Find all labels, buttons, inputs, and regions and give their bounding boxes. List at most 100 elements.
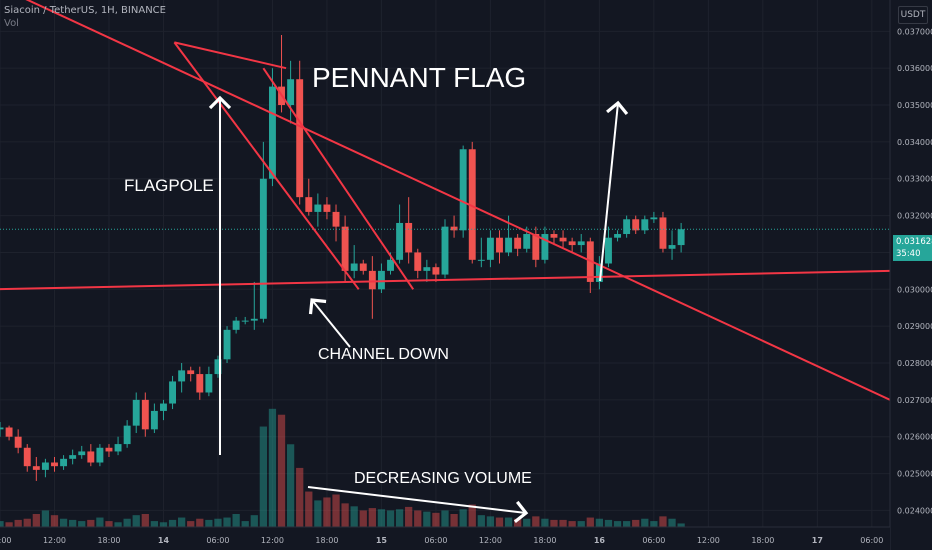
volume-bar (632, 519, 640, 527)
candle-body (114, 444, 122, 452)
symbol-title[interactable]: Siacoin / TetherUS, 1H, BINANCE (4, 5, 166, 16)
volume-bar (586, 517, 594, 527)
volume-bar (504, 517, 513, 527)
candle-body (78, 451, 86, 456)
candle-body (577, 241, 585, 246)
trendline-channel-left (173, 41, 360, 290)
candle-body (132, 399, 140, 426)
volume-label[interactable]: Vol (4, 18, 19, 29)
volume-bar (332, 494, 340, 527)
candle-body (396, 222, 404, 260)
trendline-flag-top (174, 41, 287, 70)
volume-bar (568, 521, 576, 527)
candle-body (414, 252, 422, 271)
pennant-flag-title: PENNANT FLAG (312, 62, 527, 93)
price-tick-label: 0.028000 (897, 359, 932, 368)
candle-body (650, 217, 658, 220)
time-tick-label: 12:00 (697, 536, 720, 545)
candle-body (568, 241, 576, 246)
time-tick-label: 06:00 (642, 536, 665, 545)
volume-bar (78, 521, 86, 527)
volume-bar (305, 491, 313, 527)
candle-body (296, 79, 304, 198)
volume-bar (641, 518, 649, 527)
time-tick-label: 16 (594, 536, 606, 545)
volume-bar (168, 519, 177, 527)
time-tick-label: 15 (376, 536, 388, 545)
volume-bar (441, 510, 449, 527)
price-tick-label: 0.032000 (897, 212, 932, 221)
volume-bar (495, 517, 504, 527)
candle-body (559, 237, 567, 242)
breakout-arrow (599, 100, 629, 282)
candle-body (496, 237, 503, 253)
candle-body (5, 427, 13, 437)
price-tick-label: 0.036000 (897, 64, 932, 73)
candle-body (259, 178, 267, 319)
time-tick-label: 18:00 (533, 536, 556, 545)
currency-button[interactable]: USDT (898, 6, 928, 24)
volume-bar (241, 521, 249, 527)
volume-bar (150, 521, 159, 527)
time-tick-label: 18:00 (97, 536, 120, 545)
candle-body (459, 149, 467, 231)
volume-bar (0, 521, 4, 527)
volume-bar (386, 510, 395, 527)
volume-bar (559, 519, 567, 527)
candle-body (595, 263, 603, 282)
time-tick-label: 18:00 (751, 536, 774, 545)
volume-bar (677, 523, 685, 527)
volume-bar (114, 522, 122, 527)
volume-bar (205, 519, 213, 527)
candle-body (187, 370, 195, 375)
candle-body (432, 267, 440, 275)
time-tick-label: 17 (812, 536, 823, 545)
candle-body (60, 458, 68, 467)
volume-bar (341, 503, 349, 527)
candle-body (96, 447, 104, 463)
candle-body (141, 399, 149, 430)
volume-bar (577, 521, 585, 527)
volume-bar (14, 519, 22, 527)
candle-body (196, 374, 204, 393)
candles (0, 35, 890, 481)
candle-body (241, 320, 249, 322)
volume-bar (268, 408, 277, 527)
candle-body (677, 229, 685, 246)
time-tick-label: 12:00 (479, 536, 502, 545)
candle-body (359, 263, 367, 271)
candle-body (32, 466, 40, 470)
time-tick-label: 12:00 (261, 536, 284, 545)
volume-bar (178, 517, 186, 527)
candle-body (377, 270, 385, 290)
time-tick-label: 06:00 (206, 536, 229, 545)
channel-down-label: CHANNEL DOWN (318, 346, 449, 363)
candle-body (350, 263, 358, 271)
volume-bar (132, 515, 140, 527)
time-tick-label: 06:00 (860, 536, 883, 545)
candle-body (51, 462, 58, 467)
countdown-value: 35:40 (896, 249, 921, 259)
candle-body (160, 403, 167, 411)
volume-bars (0, 408, 685, 527)
trendline-pennant-upper (25, 0, 891, 401)
volume-bar (541, 518, 549, 527)
candle-body (87, 451, 95, 463)
candle-body (14, 436, 22, 448)
volume-bar (232, 514, 240, 527)
volume-bar (59, 518, 68, 527)
price-tick-label: 0.027000 (897, 396, 932, 405)
candle-body (532, 234, 540, 260)
candle-body (641, 219, 649, 231)
price-axis: 0.037000 0.036000 0.035000 0.034000 0.033000… (889, 0, 932, 550)
price-tick-label: 0.030000 (897, 285, 932, 294)
volume-bar (87, 519, 95, 527)
volume-bar (223, 517, 231, 527)
candle-body (368, 270, 376, 290)
candle-body (323, 204, 331, 212)
candle-body (332, 211, 340, 227)
volume-bar (50, 515, 59, 527)
trendline-pennant-lower (0, 269, 891, 291)
volume-bar (259, 426, 267, 527)
